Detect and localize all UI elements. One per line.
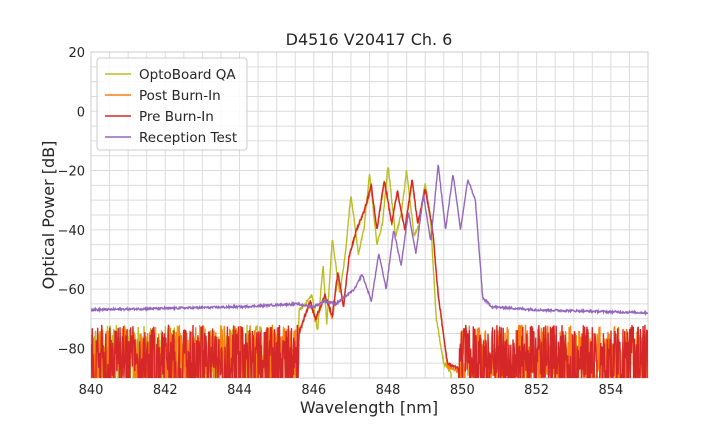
series-lines	[91, 164, 648, 378]
x-tick-label: 850	[450, 383, 475, 398]
x-tick-label: 844	[227, 383, 252, 398]
x-tick-label: 852	[524, 383, 549, 398]
x-tick-label: 848	[376, 383, 401, 398]
y-axis-title: Optical Power [dB]	[39, 141, 58, 290]
y-tick-label: −20	[58, 165, 85, 180]
legend-label: Post Burn-In	[139, 88, 221, 104]
series-line-4	[91, 164, 648, 317]
plot-frame	[90, 51, 649, 379]
legend: OptoBoard QA Post Burn-In Pre Burn-In Recep…	[96, 57, 248, 151]
y-tick-label: 20	[68, 46, 85, 61]
y-tick-label: −40	[58, 224, 85, 239]
legend-box	[96, 57, 248, 151]
x-tick-label: 854	[598, 383, 623, 398]
chart-title: D4516 V20417 Ch. 6	[286, 30, 453, 49]
series-line-3	[91, 179, 648, 378]
y-tick-label: −60	[58, 283, 85, 298]
y-tick-label: 0	[77, 105, 85, 120]
x-axis-title: Wavelength [nm]	[300, 398, 438, 417]
legend-label: OptoBoard QA	[139, 67, 236, 83]
legend-label: Reception Test	[139, 130, 237, 146]
tick-labels: 840 842 844 846 848 850 852 854 20 0 −20 −40 −60 −80	[58, 46, 624, 398]
x-tick-label: 846	[301, 383, 326, 398]
y-tick-label: −80	[58, 342, 85, 357]
legend-label: Pre Burn-In	[139, 109, 214, 125]
x-tick-label: 842	[153, 383, 178, 398]
x-tick-label: 840	[79, 383, 104, 398]
